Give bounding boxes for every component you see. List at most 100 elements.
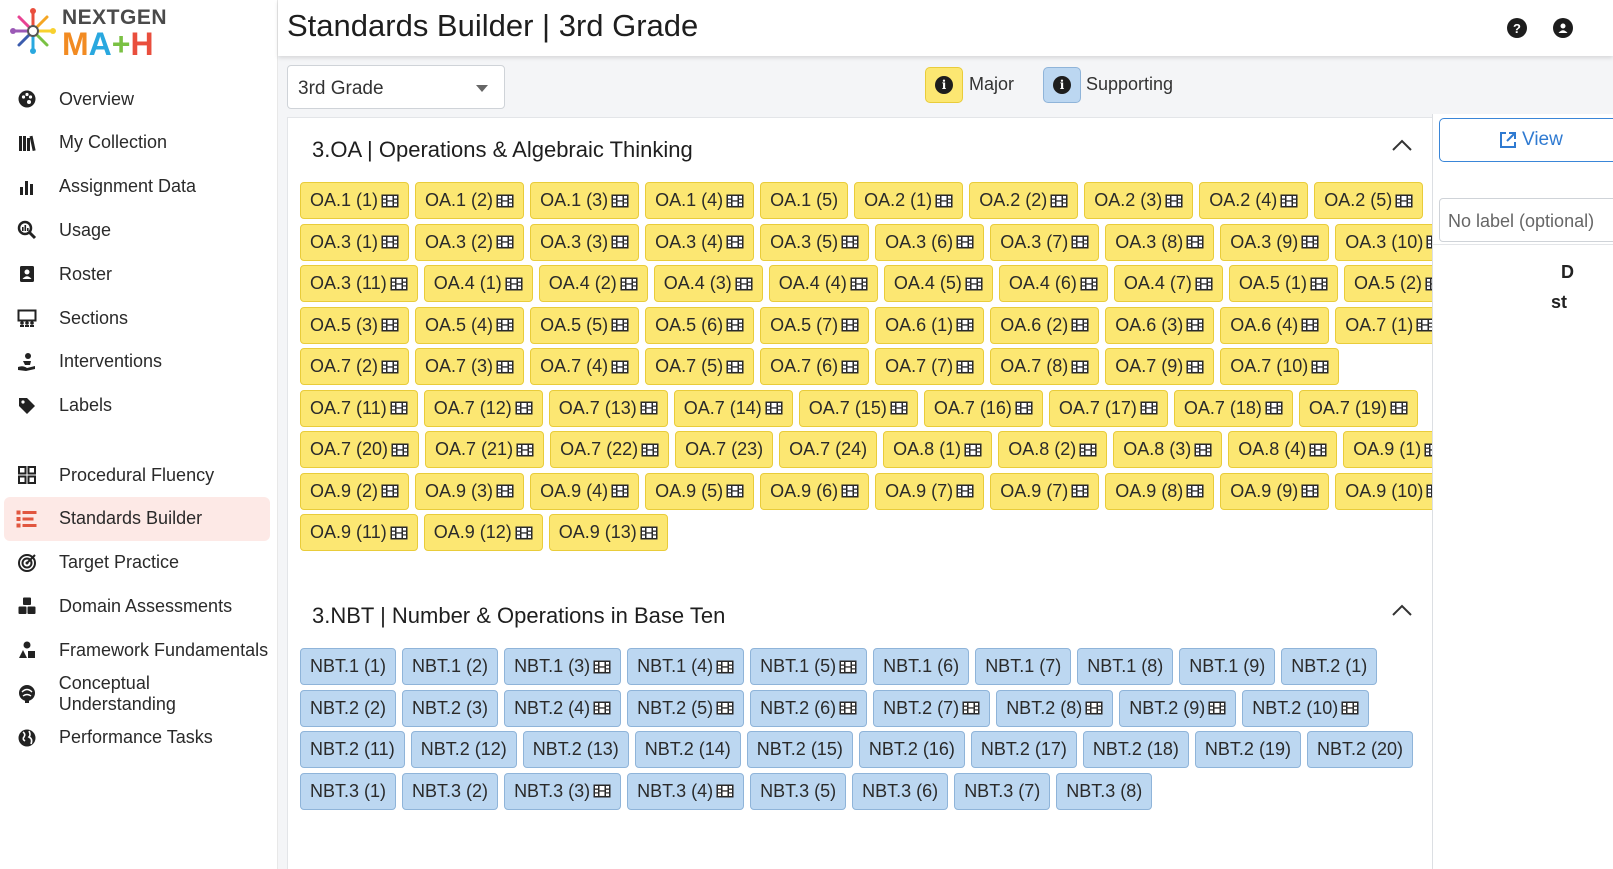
standard-chip[interactable]: OA.7 (7): [875, 348, 985, 385]
standard-chip[interactable]: OA.5 (7): [760, 306, 870, 344]
standard-chip[interactable]: OA.7 (8): [990, 348, 1100, 385]
standard-chip[interactable]: OA.7 (22): [550, 431, 670, 468]
chevron-up-icon[interactable]: [1391, 603, 1413, 617]
standard-chip[interactable]: OA.1 (5): [760, 182, 849, 219]
standard-chip[interactable]: OA.2 (3): [1084, 182, 1194, 219]
sidebar-item-performance-tasks[interactable]: Performance Tasks: [4, 716, 270, 760]
standard-chip[interactable]: NBT.2 (16): [858, 731, 965, 768]
standard-chip[interactable]: NBT.2 (20): [1306, 731, 1413, 768]
standard-chip[interactable]: OA.4 (6): [998, 265, 1108, 302]
standard-chip[interactable]: OA.1 (1): [300, 182, 410, 219]
standard-chip[interactable]: OA.7 (13): [548, 389, 668, 427]
standard-chip[interactable]: OA.9 (12): [423, 514, 543, 551]
standard-chip[interactable]: OA.5 (1): [1228, 265, 1338, 302]
standard-chip[interactable]: OA.7 (19): [1298, 389, 1418, 427]
standard-chip[interactable]: OA.9 (8): [1105, 472, 1215, 510]
standard-chip[interactable]: OA.7 (21): [425, 431, 545, 468]
standard-chip[interactable]: OA.8 (2): [998, 431, 1108, 468]
standard-chip[interactable]: OA.3 (8): [1105, 223, 1215, 261]
sidebar-item-overview[interactable]: Overview: [4, 77, 270, 121]
user-circle-icon[interactable]: [1553, 18, 1573, 38]
standard-chip[interactable]: OA.2 (2): [969, 182, 1079, 219]
nextgen-math-logo[interactable]: NEXTGEN MA+H: [10, 4, 180, 62]
standard-chip[interactable]: NBT.1 (6): [873, 648, 970, 685]
standard-chip[interactable]: OA.7 (4): [530, 348, 640, 385]
standard-chip[interactable]: OA.6 (3): [1105, 306, 1215, 344]
standard-chip[interactable]: OA.7 (12): [423, 389, 543, 427]
standard-chip[interactable]: OA.2 (1): [854, 182, 964, 219]
standard-chip[interactable]: NBT.2 (11): [300, 731, 405, 768]
standard-chip[interactable]: OA.9 (13): [548, 514, 668, 551]
standard-chip[interactable]: NBT.2 (6): [750, 689, 868, 727]
standard-chip[interactable]: NBT.2 (12): [410, 731, 517, 768]
sidebar-item-procedural-fluency[interactable]: Procedural Fluency: [4, 453, 270, 497]
standard-chip[interactable]: NBT.1 (7): [975, 648, 1072, 685]
standard-chip[interactable]: NBT.2 (14): [634, 731, 741, 768]
standard-chip[interactable]: OA.7 (9): [1105, 348, 1215, 385]
standard-chip[interactable]: NBT.1 (8): [1077, 648, 1174, 685]
standard-chip[interactable]: NBT.3 (1): [300, 772, 397, 810]
standard-chip[interactable]: OA.6 (2): [990, 306, 1100, 344]
standard-chip[interactable]: NBT.2 (5): [627, 689, 745, 727]
standard-chip[interactable]: OA.7 (5): [645, 348, 755, 385]
label-input[interactable]: No label (optional): [1439, 198, 1613, 242]
standard-chip[interactable]: OA.9 (4): [530, 472, 640, 510]
standard-chip[interactable]: NBT.3 (8): [1056, 772, 1153, 810]
standard-chip[interactable]: OA.2 (4): [1199, 182, 1309, 219]
standard-chip[interactable]: NBT.1 (9): [1179, 648, 1276, 685]
standard-chip[interactable]: NBT.3 (5): [750, 772, 847, 810]
standard-chip[interactable]: NBT.1 (2): [402, 648, 499, 685]
sidebar-item-assignment-data[interactable]: Assignment Data: [4, 165, 270, 209]
standard-chip[interactable]: OA.6 (1): [875, 306, 985, 344]
standard-chip[interactable]: OA.7 (23): [675, 431, 774, 468]
sidebar-item-conceptual-understanding[interactable]: Conceptual Understanding: [4, 672, 270, 716]
grade-select[interactable]: 3rd Grade: [287, 65, 505, 109]
standard-chip[interactable]: OA.9 (7): [990, 472, 1100, 510]
standard-chip[interactable]: OA.3 (9): [1220, 223, 1330, 261]
standard-chip[interactable]: OA.2 (5): [1314, 182, 1424, 219]
standard-chip[interactable]: OA.7 (18): [1173, 389, 1293, 427]
standard-chip[interactable]: NBT.2 (4): [504, 689, 622, 727]
standard-chip[interactable]: OA.9 (7): [875, 472, 985, 510]
standard-chip[interactable]: NBT.3 (3): [504, 772, 622, 810]
standard-chip[interactable]: NBT.3 (7): [954, 772, 1051, 810]
standard-chip[interactable]: OA.3 (6): [875, 223, 985, 261]
standard-chip[interactable]: NBT.2 (15): [746, 731, 853, 768]
sidebar-item-framework-fundamentals[interactable]: Framework Fundamentals: [4, 628, 270, 672]
sidebar-item-standards-builder[interactable]: Standards Builder: [4, 496, 270, 541]
standard-chip[interactable]: OA.6 (4): [1220, 306, 1330, 344]
standard-chip[interactable]: NBT.1 (4): [627, 648, 745, 685]
standard-chip[interactable]: NBT.3 (6): [852, 772, 949, 810]
question-circle-icon[interactable]: ?: [1507, 18, 1527, 38]
standard-chip[interactable]: OA.7 (11): [300, 389, 418, 427]
standard-chip[interactable]: OA.9 (6): [760, 472, 870, 510]
standard-chip[interactable]: OA.3 (7): [990, 223, 1100, 261]
standard-chip[interactable]: NBT.3 (4): [627, 772, 745, 810]
standard-chip[interactable]: OA.3 (2): [415, 223, 525, 261]
sidebar-item-domain-assessments[interactable]: Domain Assessments: [4, 584, 270, 628]
standard-chip[interactable]: OA.5 (6): [645, 306, 755, 344]
standard-chip[interactable]: OA.9 (3): [415, 472, 525, 510]
sidebar-item-target-practice[interactable]: Target Practice: [4, 541, 270, 585]
standard-chip[interactable]: NBT.3 (2): [402, 772, 499, 810]
standard-chip[interactable]: NBT.2 (1): [1281, 648, 1378, 685]
standard-chip[interactable]: OA.3 (11): [300, 265, 418, 302]
standard-chip[interactable]: OA.5 (5): [530, 306, 640, 344]
standard-chip[interactable]: OA.4 (3): [653, 265, 763, 302]
standard-chip[interactable]: OA.3 (3): [530, 223, 640, 261]
standard-chip[interactable]: NBT.2 (13): [522, 731, 629, 768]
standard-chip[interactable]: OA.7 (10): [1220, 348, 1340, 385]
standard-chip[interactable]: OA.7 (16): [923, 389, 1043, 427]
standard-chip[interactable]: OA.4 (1): [423, 265, 533, 302]
standard-chip[interactable]: OA.7 (1): [1335, 306, 1445, 344]
standard-chip[interactable]: OA.9 (2): [300, 472, 410, 510]
standard-chip[interactable]: OA.7 (20): [300, 431, 420, 468]
standard-chip[interactable]: NBT.2 (7): [873, 689, 991, 727]
standard-chip[interactable]: OA.9 (9): [1220, 472, 1330, 510]
standard-chip[interactable]: NBT.2 (9): [1119, 689, 1237, 727]
standard-chip[interactable]: OA.7 (14): [673, 389, 793, 427]
standard-chip[interactable]: NBT.2 (3): [402, 689, 499, 727]
standard-chip[interactable]: OA.8 (1): [883, 431, 993, 468]
standard-chip[interactable]: OA.1 (4): [645, 182, 755, 219]
standard-chip[interactable]: NBT.2 (2): [300, 689, 397, 727]
